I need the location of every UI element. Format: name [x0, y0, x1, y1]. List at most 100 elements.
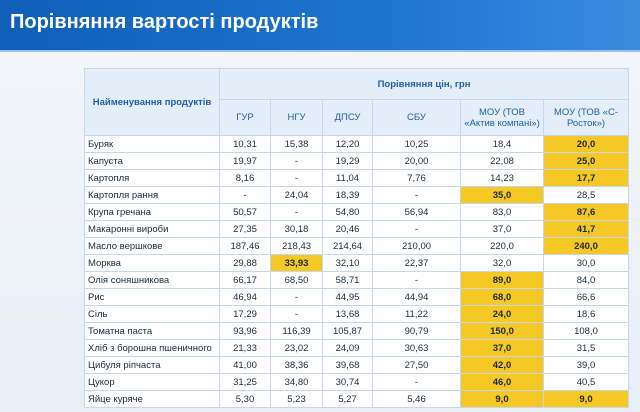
highlighted-price: 89,0	[460, 271, 544, 289]
highlighted-price: 42,0	[460, 356, 544, 374]
price-cell: 210,00	[372, 237, 461, 255]
price-cell: 27,50	[372, 356, 461, 374]
table-row: Олія соняшникова 66,17 68,50 58,71-89,0 84,0	[84, 271, 630, 289]
price-cell: 66,6	[542, 288, 630, 306]
highlighted-price: 87,6	[542, 203, 630, 221]
table-row: Сіль 17,29-13,68 11,22 24,0 18,6	[84, 305, 630, 323]
price-cell: 7,76	[372, 169, 461, 187]
price-cell: 32,10	[322, 254, 373, 272]
price-cell: 21,33	[219, 339, 271, 357]
price-cell: 24,09	[322, 339, 373, 357]
price-cell: 214,64	[322, 237, 373, 255]
table-row: Картопля рання -24,04 18,39-35,0 28,5	[84, 186, 630, 204]
price-cell: 105,87	[322, 322, 373, 340]
price-cell: 22,08	[460, 152, 544, 170]
product-name: Капуста	[84, 152, 220, 170]
slide-title: Порівняння вартості продуктів	[10, 11, 319, 33]
column-header: ГУР	[219, 99, 271, 136]
price-cell: -	[372, 220, 461, 238]
price-cell: -	[270, 152, 323, 170]
price-cell: 93,96	[219, 322, 271, 340]
product-name: Цукор	[84, 373, 220, 391]
highlighted-price: 24,0	[460, 305, 544, 323]
price-cell: 30,0	[542, 254, 630, 272]
price-cell: 50,57	[219, 203, 271, 221]
price-cell: 14,23	[460, 169, 544, 187]
table-row: Макаронні вироби 27,35 30,18 20,46-37,0 41,7	[84, 220, 630, 238]
price-cell: 5,27	[322, 390, 373, 408]
highlighted-price: 25,0	[542, 152, 630, 170]
price-cell: 18,4	[460, 135, 544, 153]
product-name: Картопля	[84, 169, 220, 187]
product-name: Яйце куряче	[84, 390, 220, 408]
price-cell: 56,94	[372, 203, 461, 221]
price-cell: 83,0	[460, 203, 544, 221]
table-row: Крупа гречана 50,57-54,80 56,94 83,0 87,6	[84, 203, 630, 221]
price-cell: 116,39	[270, 322, 323, 340]
price-cell: 66,17	[219, 271, 271, 289]
price-cell: 38,36	[270, 356, 323, 374]
product-name: Сіль	[84, 305, 220, 323]
header-row: Найменування продуктів Порівняння цін, г…	[84, 68, 630, 136]
product-name: Морква	[84, 254, 220, 272]
price-cell: 30,63	[372, 339, 461, 357]
highlighted-price: 46,0	[460, 373, 544, 391]
column-header: ДПСУ	[322, 99, 373, 136]
highlighted-price: 33,93	[270, 254, 323, 272]
price-cell: 90,79	[372, 322, 461, 340]
price-cell: 24,04	[270, 186, 323, 204]
table-row: Хліб з борошна пшеничного 21,33 23,02 24,09…	[84, 339, 630, 357]
price-cell: 30,74	[322, 373, 373, 391]
highlighted-price: 240,0	[542, 237, 630, 255]
price-cell: 37,0	[460, 220, 544, 238]
price-cell: 54,80	[322, 203, 373, 221]
column-header: СБУ	[372, 99, 461, 136]
price-cell: 31,25	[219, 373, 271, 391]
price-cell: -	[270, 305, 323, 323]
price-cell: 11,04	[322, 169, 373, 187]
price-cell: -	[372, 373, 461, 391]
highlighted-price: 41,7	[542, 220, 630, 238]
price-cell: 39,0	[542, 356, 630, 374]
price-cell: 5,23	[270, 390, 323, 408]
price-cell: 10,31	[219, 135, 271, 153]
table-row: Буряк 10,31 15,38 12,20 10,25 18,4 20,0	[84, 135, 630, 153]
price-cell: 187,46	[219, 237, 271, 255]
price-cell: 40,5	[542, 373, 630, 391]
table-row: Цибуля ріпчаста 41,00 38,36 39,68 27,50 42,0 3…	[84, 356, 630, 374]
product-name: Рис	[84, 288, 220, 306]
table-row: Томатна паста 93,96 116,39 105,87 90,79 150,0…	[84, 322, 630, 340]
highlighted-price: 150,0	[460, 322, 544, 340]
price-cell: 19,29	[322, 152, 373, 170]
highlighted-price: 37,0	[460, 339, 544, 357]
product-name: Крупа гречана	[84, 203, 220, 221]
price-cell: 19,97	[219, 152, 271, 170]
price-cell: 10,25	[372, 135, 461, 153]
title-band: Порівняння вартості продуктів	[0, 0, 640, 52]
price-cell: 28,5	[542, 186, 630, 204]
price-cell: 20,00	[372, 152, 461, 170]
product-name: Картопля рання	[84, 186, 220, 204]
table-row: Масло вершкове 187,46 218,43 214,64 210,00 22…	[84, 237, 630, 255]
price-cell: 58,71	[322, 271, 373, 289]
price-cell: -	[270, 288, 323, 306]
table-row: Рис 46,94-44,95 44,94 68,0 66,6	[84, 288, 630, 306]
price-cell: -	[270, 169, 323, 187]
highlighted-price: 20,0	[542, 135, 630, 153]
price-cell: 44,95	[322, 288, 373, 306]
price-cell: 18,6	[542, 305, 630, 323]
price-cell: -	[372, 271, 461, 289]
column-header: МОУ (ТОВ «Актив компані»)	[460, 99, 544, 136]
highlighted-price: 9,0	[542, 390, 630, 408]
price-cell: 34,80	[270, 373, 323, 391]
price-cell: 29,88	[219, 254, 271, 272]
price-cell: 23,02	[270, 339, 323, 357]
highlighted-price: 9,0	[460, 390, 544, 408]
price-cell: 5,46	[372, 390, 461, 408]
product-name: Буряк	[84, 135, 220, 153]
table-row: Капуста 19,97-19,29 20,00 22,08 25,0	[84, 152, 630, 170]
price-cell: 27,35	[219, 220, 271, 238]
table-body: Буряк 10,31 15,38 12,20 10,25 18,4 20,0 Капуста…	[84, 135, 630, 408]
